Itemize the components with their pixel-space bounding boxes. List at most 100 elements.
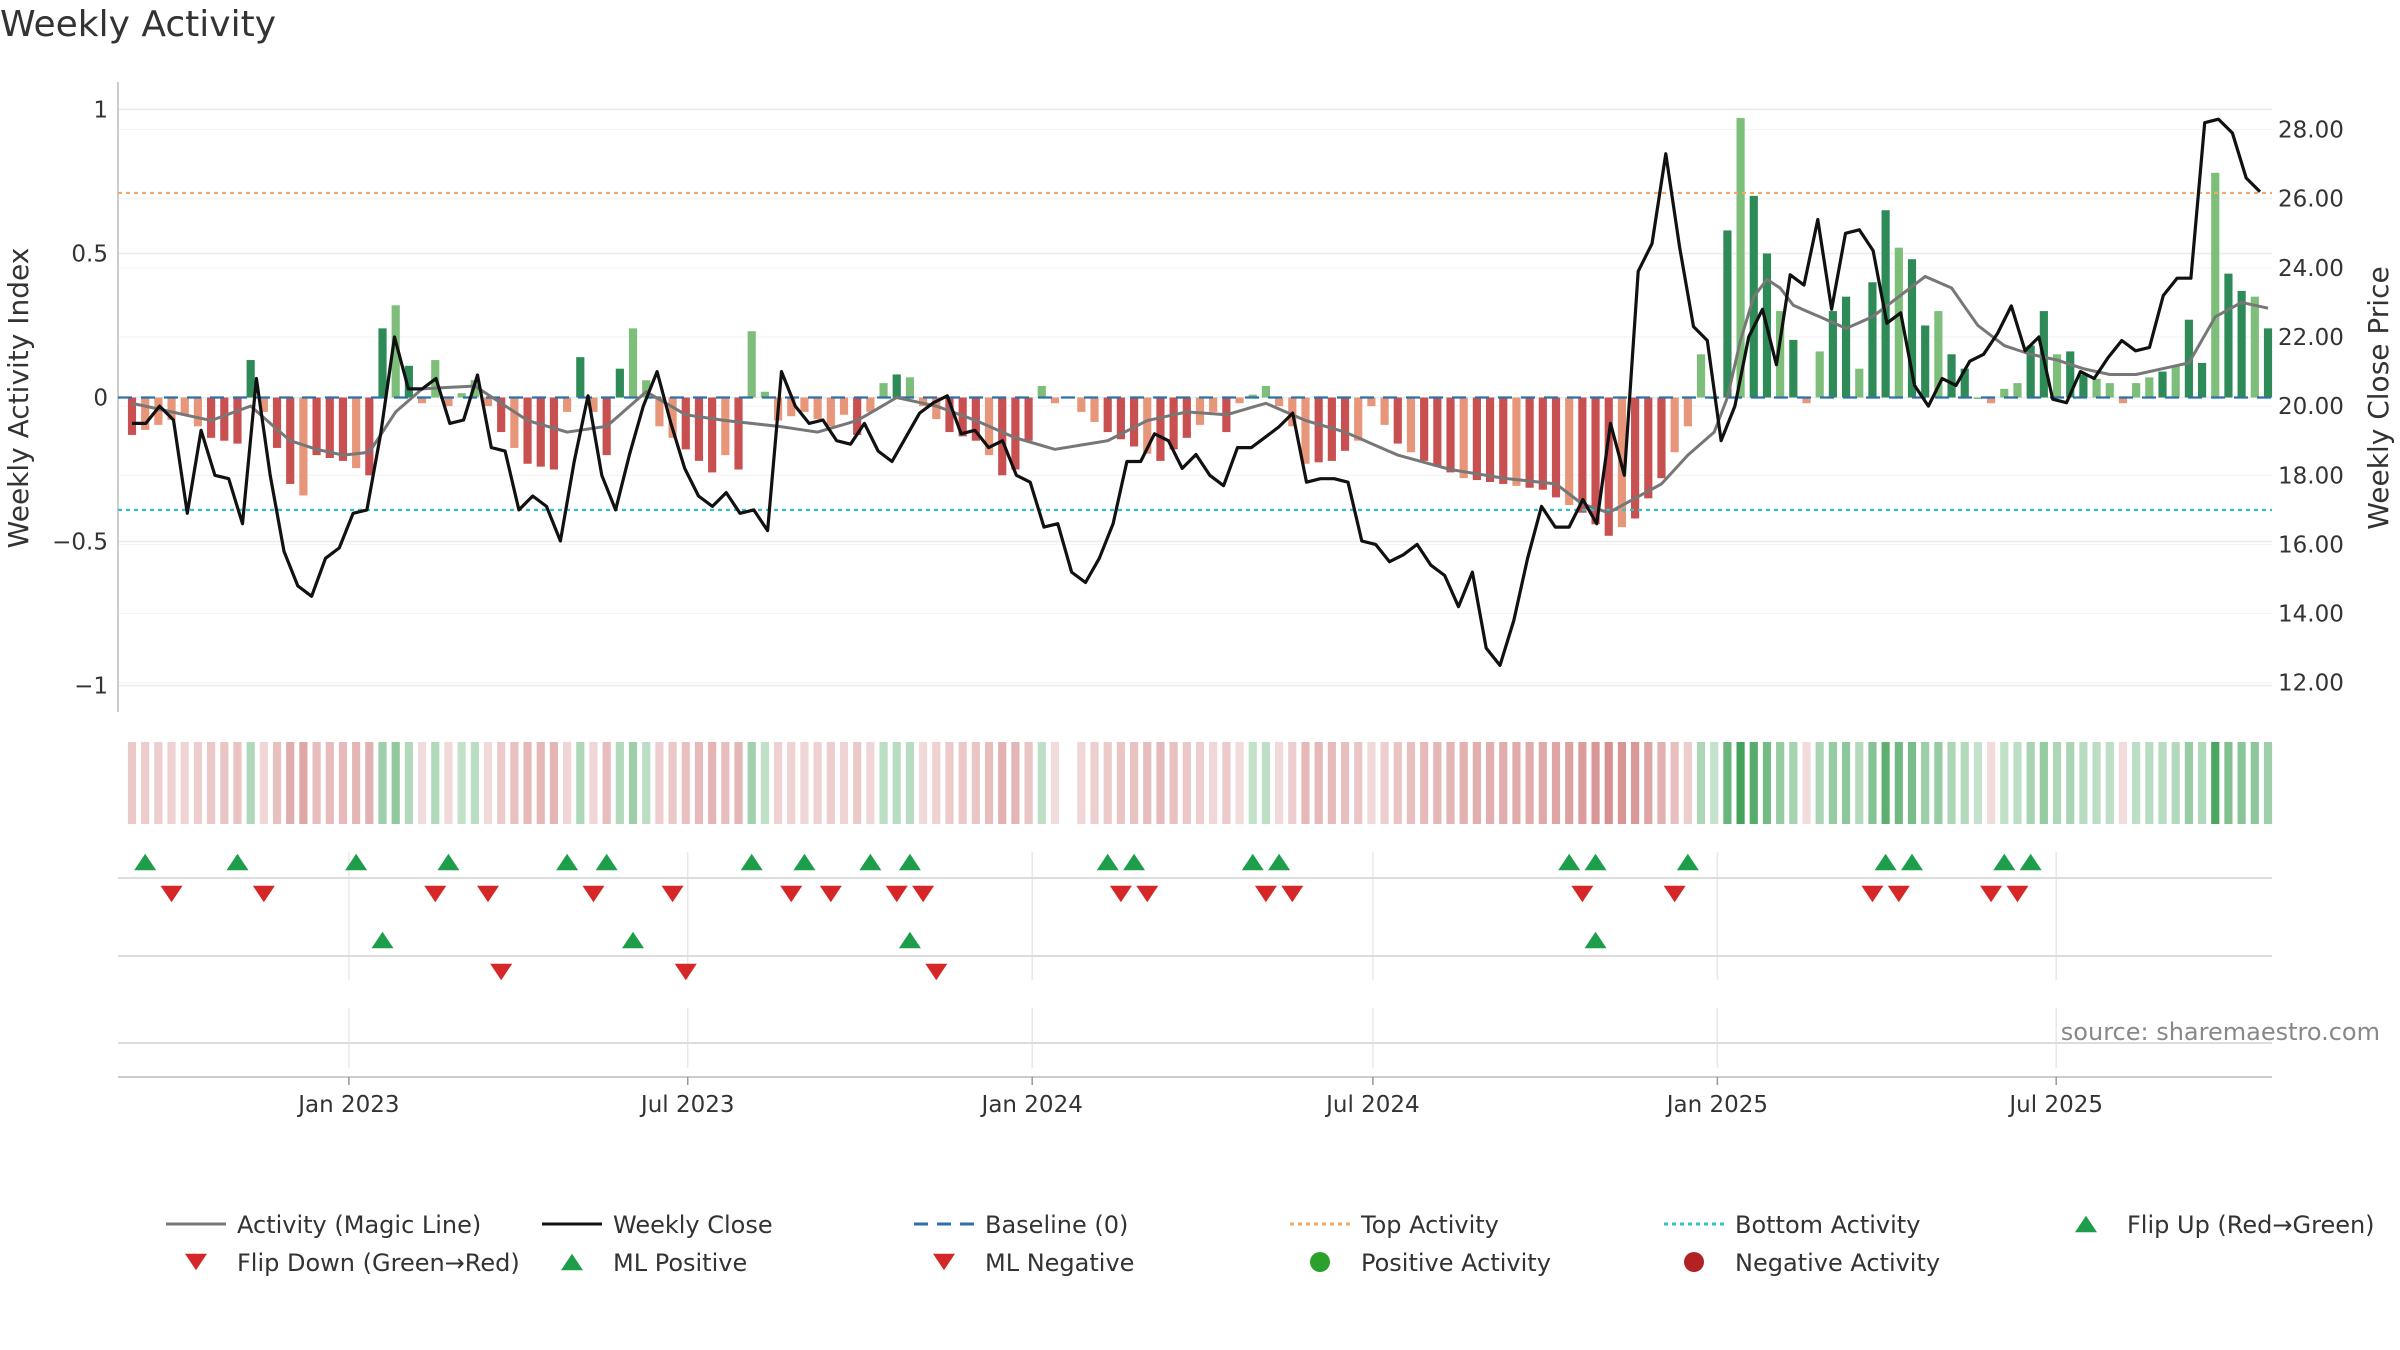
activity-bar: [2237, 290, 2246, 398]
activity-bar: [549, 397, 559, 470]
activity-bar: [655, 397, 664, 427]
legend-swatch: [561, 1253, 583, 1271]
legend-swatch: [1684, 1252, 1704, 1272]
y-tick-left: 0: [93, 386, 108, 412]
heat-strip-cell: [1881, 742, 1890, 824]
flip-up-marker: [1241, 853, 1264, 871]
activity-bar: [1077, 397, 1086, 412]
flip-up-marker: [1676, 853, 1699, 871]
ml-positive-marker: [1584, 931, 1607, 949]
heat-strip-cell: [2184, 742, 2193, 824]
activity-bar: [2026, 345, 2035, 398]
heat-strip-cell: [2171, 742, 2180, 824]
activity-bar: [1815, 351, 1824, 398]
flip-up-marker: [1901, 853, 1923, 871]
x-tick-label: Jul 2024: [1324, 1092, 1420, 1118]
legend-label: Baseline (0): [985, 1211, 1128, 1239]
activity-bar: [2066, 351, 2075, 398]
heat-strip-cell: [417, 742, 427, 824]
activity-bar: [497, 397, 506, 433]
heat-strip-cell: [259, 742, 268, 824]
flip-down-marker: [582, 885, 605, 903]
y-axis-left-label: Weekly Activity Index: [2, 248, 35, 549]
heat-strip-cell: [207, 742, 216, 824]
heat-strip-cell: [892, 742, 901, 824]
x-tick-label: Jul 2025: [2007, 1092, 2103, 1118]
y-tick-right: 18.00: [2278, 463, 2344, 489]
heat-strip-cell: [1538, 742, 1547, 824]
activity-bar: [866, 397, 875, 412]
heat-strip-cell: [338, 742, 348, 824]
y-tick-left: 1: [93, 97, 108, 123]
heat-strip-cell: [536, 742, 545, 824]
activity-bar: [2013, 383, 2022, 398]
heat-strip-cell: [721, 742, 730, 824]
activity-bar: [787, 397, 796, 417]
flip-up-marker: [1874, 853, 1897, 871]
legend-label: ML Negative: [985, 1249, 1134, 1277]
weekly-close-line: [132, 117, 2262, 667]
activity-bar: [747, 331, 756, 398]
heat-strip-cell: [1340, 742, 1350, 824]
heat-strip-cell: [352, 742, 361, 824]
activity-bar: [154, 397, 163, 425]
heat-strip-cell: [167, 742, 176, 824]
heat-strip-cell: [747, 742, 756, 824]
flip-up-marker: [859, 853, 882, 871]
activity-bar: [1947, 354, 1956, 398]
heat-strip-cell: [1195, 742, 1205, 824]
legend-label: Positive Activity: [1361, 1249, 1551, 1277]
heat-strip-cell: [708, 742, 717, 824]
heat-strip-cell: [1156, 742, 1165, 824]
activity-bar: [127, 397, 137, 435]
activity-bar: [2000, 388, 2009, 398]
heat-strip-cell: [1591, 742, 1600, 824]
ml-positive-marker: [898, 931, 921, 949]
heat-strip-cell: [1828, 742, 1837, 824]
activity-bar: [2118, 397, 2128, 404]
flip-down-marker: [160, 885, 183, 903]
heat-strip-cell: [1354, 742, 1363, 824]
heat-strip-cell: [1459, 742, 1468, 824]
heat-strip-cell: [286, 742, 295, 824]
heat-strip-cell: [1327, 742, 1336, 824]
flip-up-marker: [556, 853, 579, 871]
heat-strip-cell: [2250, 742, 2259, 824]
activity-bar: [760, 391, 769, 398]
heat-strip-cell: [2211, 742, 2220, 824]
activity-bar: [1696, 354, 1706, 398]
heat-strip-cell: [1973, 742, 1983, 824]
heat-strip-cell: [1433, 742, 1442, 824]
flip-down-marker: [424, 885, 447, 903]
flip-up-marker: [2019, 853, 2042, 871]
heat-strip-cell: [1894, 742, 1903, 824]
activity-bar: [1209, 397, 1218, 412]
heat-strip-cell: [773, 742, 783, 824]
activity-bar: [1723, 230, 1732, 398]
heat-strip-cell: [457, 742, 466, 824]
x-tick-label: Jan 2023: [296, 1092, 399, 1118]
flip-up-marker: [1096, 853, 1119, 871]
heat-strip-cell: [826, 742, 835, 824]
heat-strip-cell: [1631, 742, 1640, 824]
activity-bar: [1683, 397, 1692, 427]
flip-down-marker: [2006, 885, 2029, 903]
heat-strip-cell: [734, 742, 743, 824]
activity-bar: [1644, 397, 1653, 499]
flip-down-marker: [1136, 885, 1159, 903]
heat-strip-cell: [1275, 742, 1284, 824]
heat-strip-cell: [1090, 742, 1099, 824]
ml-positive-marker: [371, 931, 394, 949]
activity-bar: [998, 397, 1007, 476]
heat-strip-cell: [2013, 742, 2022, 824]
heat-strip-cell: [800, 742, 809, 824]
flip-down-marker: [1571, 885, 1594, 903]
ml-positive-marker: [622, 931, 645, 949]
heat-strip-cell: [1776, 742, 1785, 824]
activity-bar: [734, 397, 743, 470]
heat-strip-cell: [1934, 742, 1943, 824]
heat-strip-cell: [1736, 742, 1745, 824]
heat-strip-cell: [1921, 742, 1930, 824]
heat-strip-cell: [1077, 742, 1086, 824]
activity-bar: [932, 397, 941, 420]
